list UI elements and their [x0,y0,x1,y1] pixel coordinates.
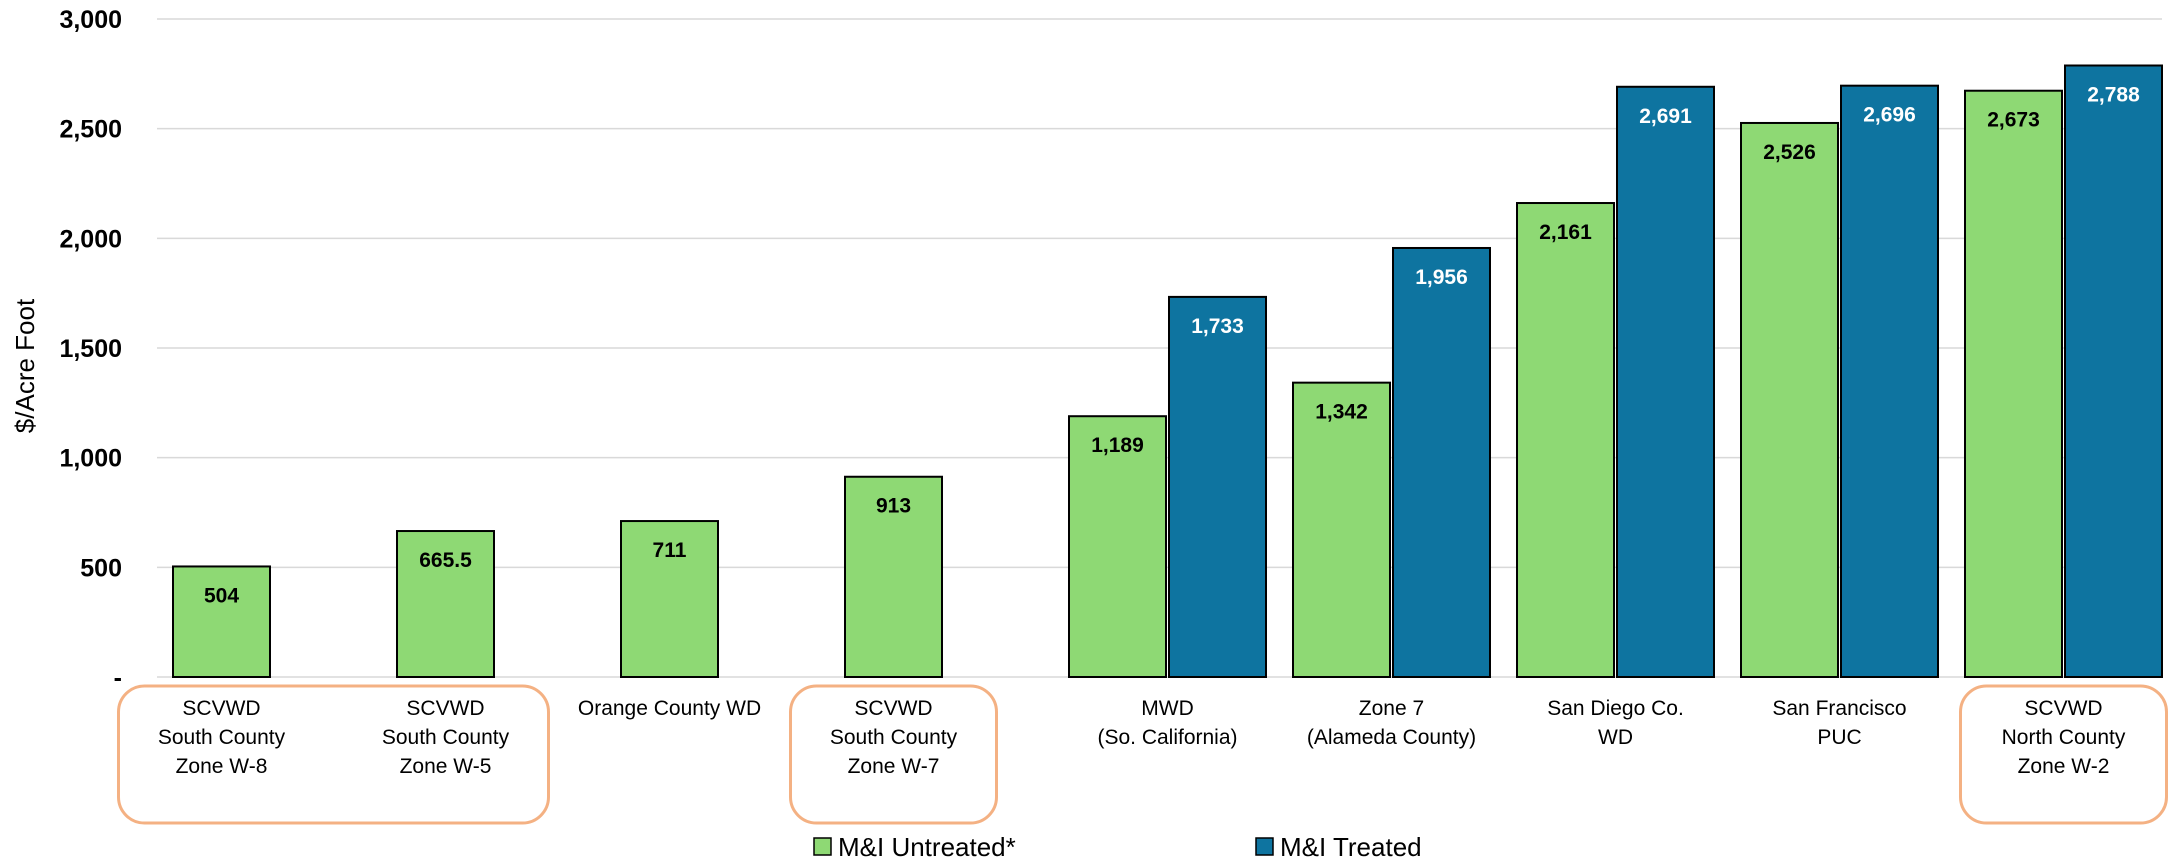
bar-untreated [172,565,271,678]
x-category-label: Zone W-7 [848,755,940,778]
bar-untreated [1516,202,1615,678]
data-label: 913 [876,495,911,518]
bar-treated [1168,295,1267,678]
x-category-label: (Alameda County) [1307,726,1476,749]
data-label: 2,161 [1539,221,1592,244]
x-category-label: MWD [1141,697,1193,720]
highlight-box [789,684,998,825]
bar-treated [2064,64,2163,679]
x-category-label: North County [2002,726,2126,749]
legend-swatch [813,837,832,856]
x-category-label: South County [830,726,958,749]
bar-untreated [620,520,719,679]
bar-treated [1616,85,1715,679]
x-category-label: PUC [1817,726,1861,749]
x-category-label: Zone W-5 [400,755,492,778]
y-tick-label: - [114,664,122,692]
bar-treated [1392,246,1491,678]
legend-label: M&I Treated [1280,832,1422,862]
y-tick-label: 1,500 [59,335,122,363]
y-tick-label: 500 [80,554,122,582]
data-label: 504 [204,584,239,607]
y-tick-label: 2,500 [59,116,122,144]
x-category-label: SCVWD [2024,697,2102,720]
data-label: 2,526 [1763,141,1816,164]
bar-untreated [1740,121,1839,679]
x-category-label: Zone 7 [1359,697,1424,720]
data-label: 2,696 [1863,104,1916,127]
x-category-label: Orange County WD [578,697,761,720]
x-category-label: SCVWD [406,697,484,720]
bar-treated [1840,84,1939,679]
bar-untreated [1292,381,1391,678]
x-category-label: SCVWD [182,697,260,720]
data-label: 1,189 [1091,434,1144,457]
y-tick-label: 1,000 [59,445,122,473]
data-label: 665.5 [419,549,472,572]
legend-label: M&I Untreated* [838,832,1016,862]
bar-untreated [1964,89,2063,679]
x-category-label: Zone W-2 [2018,755,2110,778]
bar-untreated [1068,415,1167,678]
y-axis-label: $/Acre Foot [10,298,40,433]
x-category-label: San Diego Co. [1547,697,1684,720]
x-category-label: San Francisco [1772,697,1906,720]
bar-untreated [396,530,495,679]
data-label: 1,956 [1415,266,1468,289]
y-tick-label: 2,000 [59,225,122,253]
highlight-box [1959,684,2168,825]
x-category-label: Zone W-8 [176,755,268,778]
x-category-label: WD [1598,726,1633,749]
x-category-label: SCVWD [854,697,932,720]
data-label: 2,691 [1639,105,1692,128]
x-category-label: South County [158,726,286,749]
data-label: 2,788 [2087,83,2140,106]
data-label: 1,342 [1315,401,1368,424]
data-label: 1,733 [1191,315,1244,338]
x-category-label: South County [382,726,510,749]
highlight-box [117,684,550,825]
data-label: 2,673 [1987,109,2040,132]
legend-swatch [1255,837,1274,856]
x-category-label: (So. California) [1097,726,1237,749]
bar-untreated [844,475,943,678]
data-label: 711 [653,539,687,562]
y-tick-label: 3,000 [59,6,122,34]
